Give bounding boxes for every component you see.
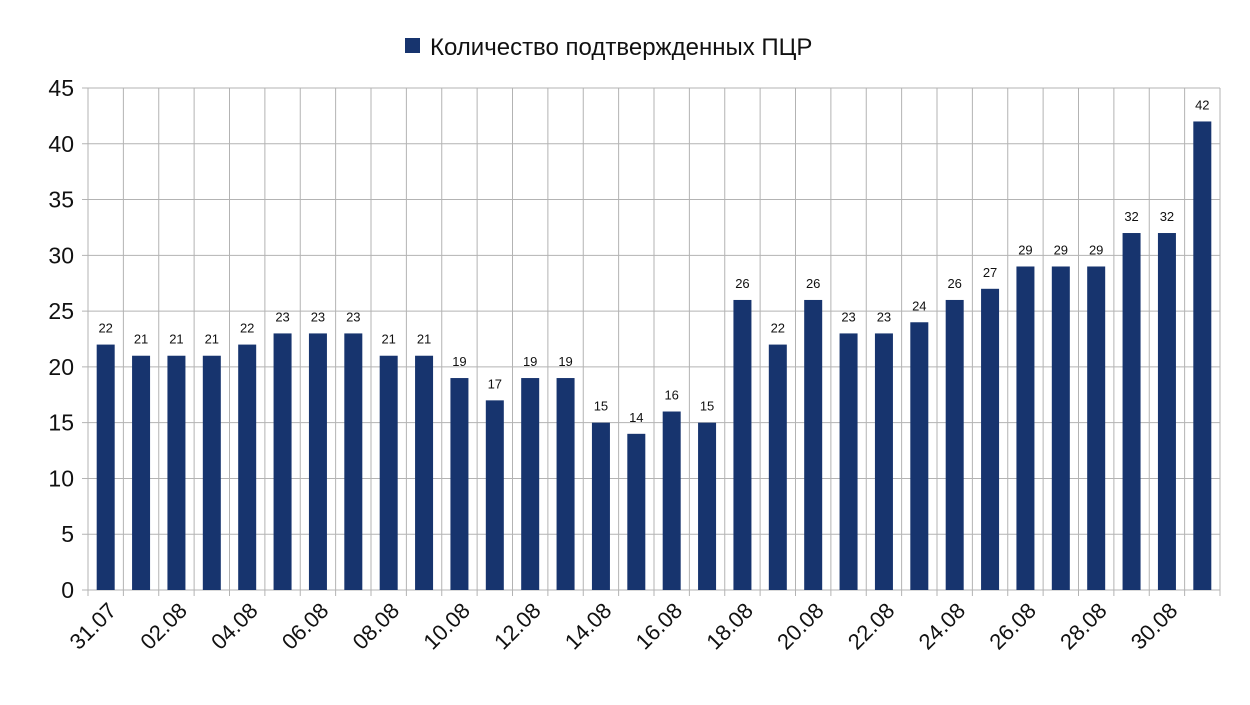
data-label-14.08: 15 (594, 399, 608, 414)
bar-09.08 (415, 355, 434, 590)
bar-06.08 (308, 333, 327, 590)
bar-29.08 (1122, 233, 1141, 590)
bar-02.08 (167, 355, 186, 590)
bar-31.07 (96, 344, 115, 590)
bar-23.08 (910, 322, 929, 590)
data-label-16.08: 16 (664, 388, 678, 403)
data-label-29.08: 32 (1124, 209, 1138, 224)
x-tick-label: 16.08 (631, 598, 688, 655)
x-tick-label: 02.08 (135, 598, 192, 655)
bar-10.08 (450, 378, 469, 590)
bar-25.08 (981, 288, 1000, 590)
bars (96, 121, 1212, 590)
y-tick-label: 40 (48, 131, 74, 157)
data-label-15.08: 14 (629, 410, 643, 425)
bar-04.08 (238, 344, 257, 590)
bar-17.08 (698, 422, 717, 590)
data-label-01.08: 21 (134, 332, 148, 347)
legend-swatch (405, 38, 420, 53)
bar-26.08 (1016, 266, 1035, 590)
x-tick-label: 14.08 (560, 598, 617, 655)
data-label-11.08: 17 (488, 376, 502, 391)
gridlines (82, 87, 1221, 596)
x-tick-label: 28.08 (1055, 598, 1112, 655)
x-tick-label: 06.08 (277, 598, 334, 655)
y-tick-label: 5 (61, 521, 74, 547)
bar-30.08 (1157, 233, 1176, 590)
x-tick-label: 04.08 (206, 598, 263, 655)
data-label-17.08: 15 (700, 399, 714, 414)
data-label-30.08: 32 (1160, 209, 1174, 224)
x-tick-label: 10.08 (418, 598, 475, 655)
data-label-02.08: 21 (169, 332, 183, 347)
y-tick-label: 35 (48, 187, 74, 213)
data-label-05.08: 23 (275, 309, 289, 324)
data-label-18.08: 26 (735, 276, 749, 291)
y-axis: 0 5 10 15 20 25 30 35 40 45 (48, 75, 74, 603)
data-label-26.08: 29 (1018, 242, 1032, 257)
bar-03.08 (202, 355, 221, 590)
bar-13.08 (556, 378, 575, 590)
y-tick-label: 0 (61, 577, 74, 603)
bar-31.08 (1193, 121, 1212, 590)
bar-20.08 (804, 299, 823, 590)
data-label-03.08: 21 (205, 332, 219, 347)
data-label-28.08: 29 (1089, 242, 1103, 257)
data-label-13.08: 19 (558, 354, 572, 369)
y-tick-label: 30 (48, 242, 74, 268)
bar-14.08 (591, 422, 610, 590)
bar-19.08 (768, 344, 787, 590)
y-tick-label: 20 (48, 354, 74, 380)
data-label-12.08: 19 (523, 354, 537, 369)
data-label-04.08: 22 (240, 321, 254, 336)
data-label-07.08: 23 (346, 309, 360, 324)
bar-07.08 (344, 333, 363, 590)
bar-22.08 (874, 333, 893, 590)
x-tick-label: 30.08 (1126, 598, 1183, 655)
bar-24.08 (945, 299, 964, 590)
data-labels: 22 21 21 21 22 23 23 23 21 21 19 17 19 19 15 14 16 15 26 22… (98, 97, 1209, 424)
x-tick-label: 08.08 (348, 598, 405, 655)
x-tick-label: 12.08 (489, 598, 546, 655)
y-tick-label: 25 (48, 298, 74, 324)
data-label-31.07: 22 (98, 321, 112, 336)
legend-label: Количество подтвержденных ПЦР (430, 34, 812, 61)
data-label-25.08: 27 (983, 265, 997, 280)
data-label-09.08: 21 (417, 332, 431, 347)
bar-05.08 (273, 333, 292, 590)
bar-21.08 (839, 333, 858, 590)
bar-12.08 (521, 378, 540, 590)
legend: Количество подтвержденных ПЦР (405, 34, 812, 61)
bar-15.08 (627, 433, 646, 590)
data-label-19.08: 22 (771, 321, 785, 336)
bar-16.08 (662, 411, 681, 590)
bar-18.08 (733, 299, 752, 590)
x-tick-label: 18.08 (701, 598, 758, 655)
x-tick-label: 26.08 (984, 598, 1041, 655)
x-axis: 31.07 02.08 04.08 06.08 08.08 10.08 12.08 14.08… (65, 598, 1183, 655)
x-tick-label: 31.07 (65, 598, 122, 655)
x-tick-label: 22.08 (843, 598, 900, 655)
data-label-08.08: 21 (381, 332, 395, 347)
bar-28.08 (1087, 266, 1106, 590)
data-label-06.08: 23 (311, 309, 325, 324)
data-label-31.08: 42 (1195, 97, 1209, 112)
y-tick-label: 10 (48, 465, 74, 491)
bar-11.08 (485, 400, 504, 590)
x-tick-label: 24.08 (914, 598, 971, 655)
data-label-22.08: 23 (877, 309, 891, 324)
bar-27.08 (1051, 266, 1070, 590)
data-label-27.08: 29 (1054, 242, 1068, 257)
data-label-20.08: 26 (806, 276, 820, 291)
data-label-23.08: 24 (912, 298, 926, 313)
data-label-24.08: 26 (947, 276, 961, 291)
y-tick-label: 15 (48, 410, 74, 436)
data-label-10.08: 19 (452, 354, 466, 369)
bar-01.08 (132, 355, 151, 590)
data-label-21.08: 23 (841, 309, 855, 324)
x-tick-label: 20.08 (772, 598, 829, 655)
bar-08.08 (379, 355, 398, 590)
y-tick-label: 45 (48, 75, 74, 101)
